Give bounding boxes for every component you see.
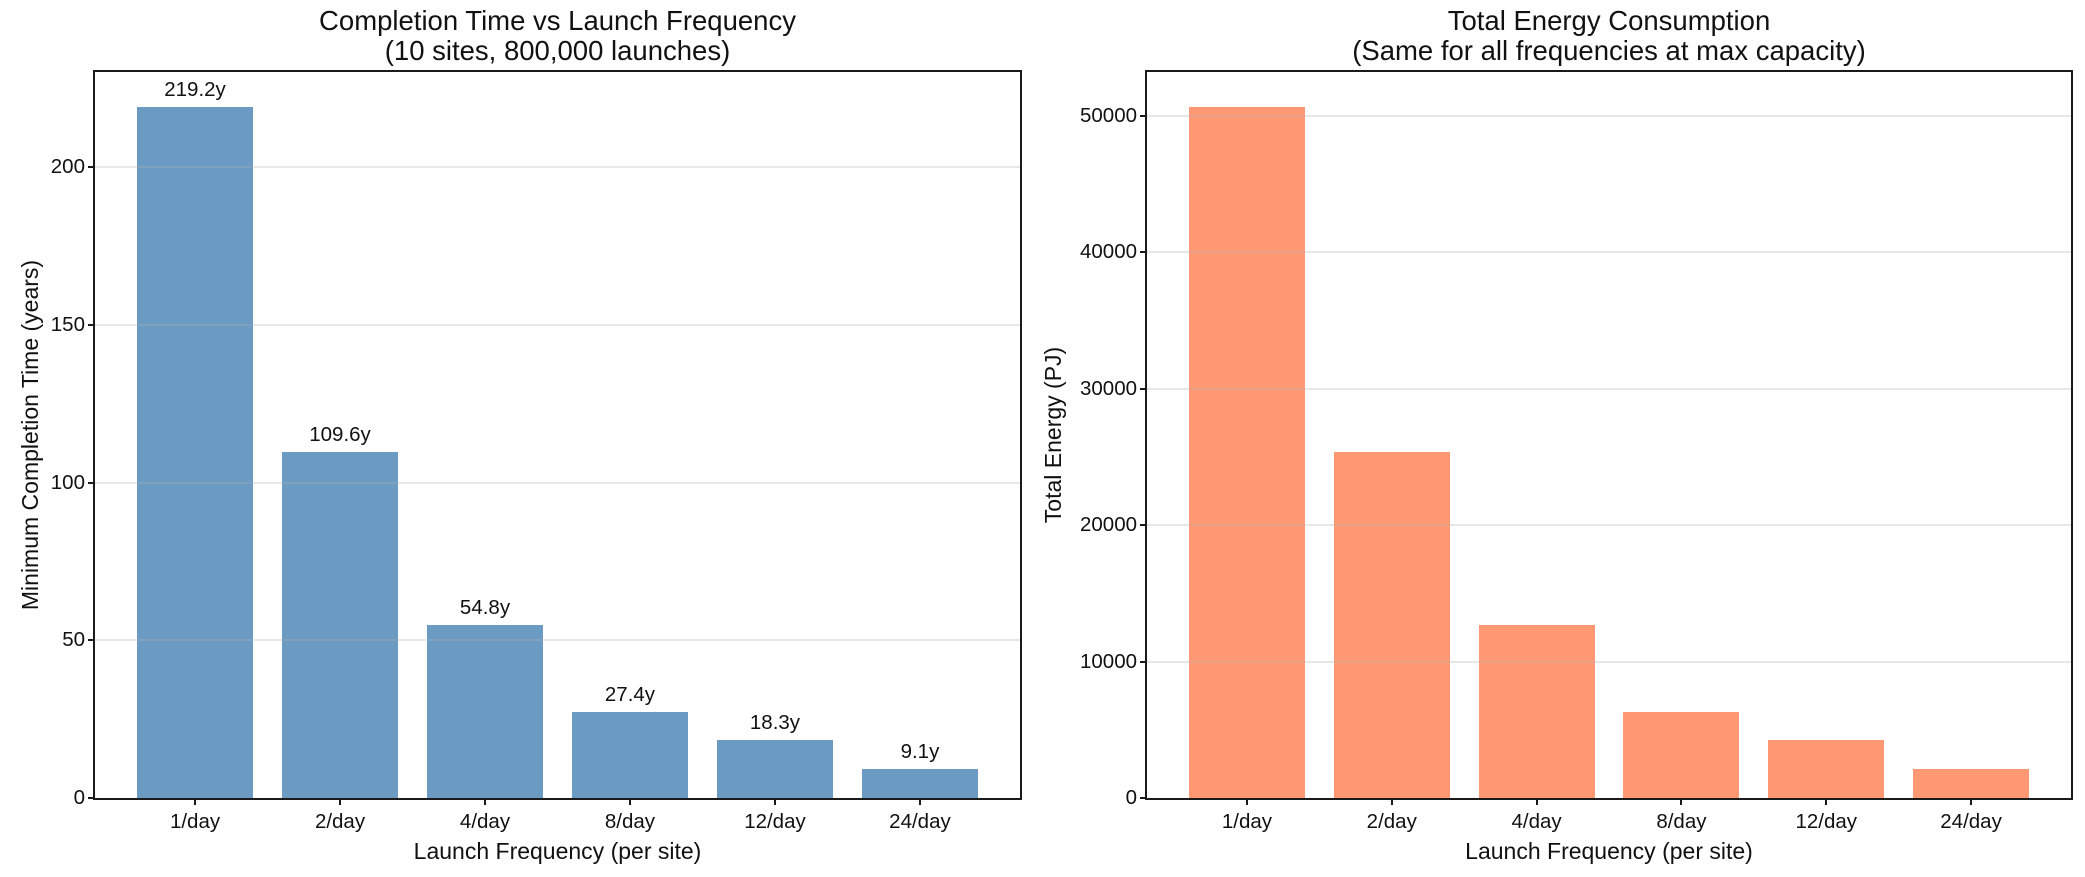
x-tick-mark [773,798,776,805]
x-tick-mark [339,798,342,805]
bar-12-day [1768,740,1885,798]
x-tick-label: 4/day [1511,810,1562,833]
x-tick-label: 24/day [1940,810,2002,833]
x-tick-mark [918,798,921,805]
y-tick-mark [1140,524,1147,527]
gridline-y-150 [95,323,1020,326]
y-tick-mark [1140,660,1147,663]
x-tick-label: 4/day [459,810,511,833]
x-tick-mark [1535,798,1538,805]
chart-title: Completion Time vs Launch Frequency (10 … [95,6,1020,66]
x-tick-mark [484,798,486,805]
chart-title-line2: (Same for all frequencies at max capacit… [1352,35,1866,66]
bar-1-day [1189,106,1305,798]
x-tick-label: 2/day [1366,810,1417,833]
y-tick-label: 30000 [1079,376,1137,400]
gridline-y-30000 [1147,387,2071,390]
y-tick-mark [1140,387,1147,390]
y-tick-mark [88,797,95,799]
chart-title-line1: Completion Time vs Launch Frequency [319,5,796,36]
bar-value-label: 219.2y [164,77,226,101]
x-tick-label: 12/day [744,810,806,833]
x-axis-label: Launch Frequency (per site) [413,838,702,864]
bar-8-day [1623,711,1740,798]
gridline-y-50000 [1147,114,2071,117]
x-tick-mark [1970,798,1973,805]
bar-value-label: 18.3y [749,711,801,735]
bar-1-day [137,106,254,798]
x-tick-label: 8/day [604,810,656,833]
axis-spine-right [1020,70,1022,800]
y-tick-mark [1140,251,1147,254]
bar-12-day [716,740,833,798]
bar-value-label: 109.6y [309,423,371,447]
y-tick-mark [88,639,95,642]
axis-spine-top [93,70,1022,72]
axis-spine-bottom [93,798,1022,800]
chart-title-line1: Total Energy Consumption [1447,5,1771,36]
x-tick-mark [1245,798,1248,805]
y-tick-mark [88,323,95,326]
bar-4-day [1478,625,1595,798]
bar-24-day [1913,769,2029,798]
gridline-y-200 [95,166,1020,169]
x-tick-label: 8/day [1656,810,1707,833]
y-tick-label: 40000 [1079,240,1137,264]
gridline-y-100 [95,481,1020,484]
axis-spine-right [2071,70,2073,800]
y-tick-label: 0 [1125,786,1137,809]
y-tick-label: 100 [50,470,85,494]
x-tick-label: 1/day [169,810,221,833]
plot-area: 219.2y 1/day 109.6y 2/day 54.8y 4/day 27.4y 8/d… [51,70,1022,833]
y-tick-mark [1140,797,1147,799]
x-tick-mark [1825,798,1828,805]
y-tick-mark [88,166,95,169]
axis-spine-bottom [1145,798,2073,800]
y-tick-label: 50 [62,628,85,652]
x-tick-mark [1680,798,1683,805]
x-tick-label: 2/day [314,810,366,833]
x-tick-mark [194,798,197,805]
chart-title-line2: (10 sites, 800,000 launches) [384,35,731,66]
bar-value-label: 54.8y [459,596,511,620]
bar-value-label: 27.4y [604,682,656,706]
y-tick-label: 150 [50,312,85,336]
bar-24-day [861,769,978,798]
gridline-y-10000 [1147,660,2071,663]
gridline-y-20000 [1147,524,2071,527]
x-axis-label: Launch Frequency (per site) [1465,838,1753,864]
y-tick-label: 200 [50,155,85,179]
y-tick-label: 10000 [1079,649,1137,673]
y-tick-mark [1140,114,1147,117]
gridline-y-50 [95,639,1020,642]
chart-title: Total Energy Consumption (Same for all f… [1147,6,2071,66]
gridline-y-40000 [1147,251,2071,254]
axis-spine-top [1145,70,2073,72]
bar-4-day [427,625,543,798]
x-tick-mark [1390,798,1393,805]
y-tick-mark [88,481,95,484]
axis-spine-left [93,70,95,800]
bar-value-label: 9.1y [900,740,940,764]
y-tick-label: 50000 [1079,103,1137,127]
bar-2-day [282,452,398,798]
y-tick-label: 20000 [1079,513,1137,537]
y-tick-label: 0 [73,786,85,809]
axis-spine-left [1145,70,1147,800]
bar-2-day [1333,452,1450,798]
x-tick-label: 1/day [1221,810,1272,833]
plot-area: 1/day 2/day 4/day 8/day 12/day 24/day 0 10000 20… [1080,70,2073,833]
x-tick-label: 24/day [889,810,951,833]
x-tick-label: 12/day [1795,810,1858,833]
bar-8-day [571,711,688,798]
x-tick-mark [628,798,631,805]
